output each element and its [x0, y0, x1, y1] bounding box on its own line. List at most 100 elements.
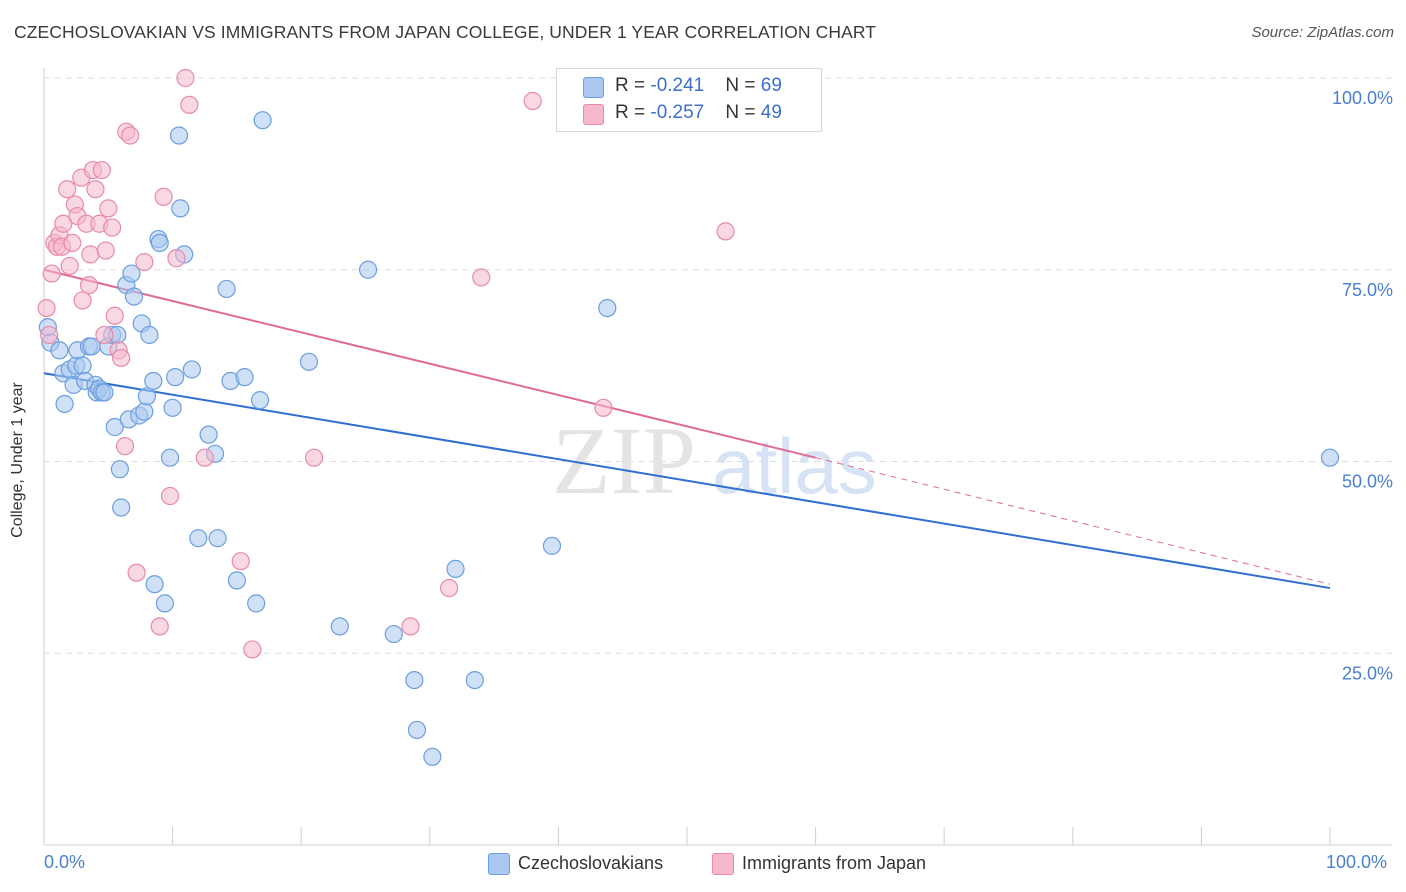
point-japan — [54, 214, 73, 233]
point-japan — [112, 348, 131, 368]
point-czechoslovakians — [140, 325, 159, 345]
point-czechoslovakians — [163, 398, 182, 417]
y-tick-label: 25.0% — [1342, 663, 1393, 683]
point-czechoslovakians — [169, 126, 189, 145]
point-japan — [160, 486, 180, 506]
r-label: R = — [615, 75, 651, 96]
legend-label: Czechoslovakians — [518, 853, 664, 873]
pink-swatch — [583, 104, 604, 125]
point-czechoslovakians — [598, 299, 617, 318]
r-label: R = — [615, 102, 651, 123]
chart-title: CZECHOSLOVAKIAN VS IMMIGRANTS FROM JAPAN… — [14, 22, 877, 42]
r-value: -0.241 — [650, 75, 705, 96]
n-label: N = — [725, 75, 761, 96]
point-czechoslovakians — [122, 264, 141, 283]
r-value: -0.257 — [650, 102, 705, 123]
x-min-label: 0.0% — [44, 852, 86, 872]
point-japan — [401, 617, 420, 636]
point-japan — [243, 640, 262, 659]
point-japan — [150, 617, 169, 636]
legend-label: Immigrants from Japan — [742, 853, 927, 873]
point-czechoslovakians — [208, 529, 227, 548]
blue-swatch — [583, 77, 604, 98]
point-japan — [176, 68, 195, 88]
watermark-zip: ZIP — [552, 407, 696, 514]
point-czechoslovakians — [465, 670, 484, 690]
point-czechoslovakians — [235, 368, 254, 387]
grid-lines — [44, 77, 1392, 654]
point-czechoslovakians — [407, 720, 427, 740]
point-czechoslovakians — [73, 356, 92, 375]
point-czechoslovakians — [250, 391, 270, 410]
watermark-atlas: atlas — [712, 422, 877, 510]
point-czechoslovakians — [446, 559, 465, 578]
point-czechoslovakians — [50, 341, 69, 360]
point-czechoslovakians — [227, 571, 246, 590]
point-japan — [154, 187, 173, 206]
point-japan — [86, 180, 105, 199]
stats-legend: R = -0.241 N = 69 R = -0.257 N = 49 — [556, 68, 822, 132]
point-japan — [231, 552, 250, 571]
point-japan — [135, 252, 154, 272]
blue-swatch — [488, 853, 510, 875]
point-japan — [58, 180, 77, 199]
point-japan — [96, 241, 115, 260]
point-japan — [304, 448, 324, 467]
trend-lines — [43, 268, 1331, 590]
point-czechoslovakians — [182, 360, 201, 379]
point-japan — [716, 222, 735, 241]
point-czechoslovakians — [358, 260, 378, 279]
point-czechoslovakians — [105, 417, 124, 437]
point-czechoslovakians — [384, 624, 403, 644]
point-japan — [103, 218, 122, 237]
point-czechoslovakians — [110, 460, 129, 479]
trend-line-japan-extension — [815, 457, 1331, 585]
point-czechoslovakians — [1320, 448, 1340, 467]
point-japan — [594, 398, 613, 417]
point-czechoslovakians — [189, 529, 208, 548]
point-japan — [40, 325, 59, 345]
y-tick-label: 50.0% — [1342, 472, 1393, 492]
point-czechoslovakians — [171, 199, 190, 218]
point-czechoslovakians — [160, 448, 180, 467]
point-japan — [472, 268, 491, 287]
point-japan — [99, 199, 118, 218]
point-czechoslovakians — [299, 352, 319, 371]
pink-swatch — [712, 853, 734, 875]
point-czechoslovakians — [150, 233, 169, 253]
point-czechoslovakians — [137, 387, 156, 406]
point-czechoslovakians — [405, 670, 424, 690]
point-czechoslovakians — [55, 394, 74, 414]
point-czechoslovakians — [112, 498, 131, 517]
point-czechoslovakians — [135, 402, 154, 421]
point-czechoslovakians — [155, 594, 174, 613]
point-japan — [95, 325, 114, 345]
trend-line-japan — [43, 268, 816, 459]
point-czechoslovakians — [199, 425, 218, 444]
y-tick-labels: 100.0% 75.0% 50.0% 25.0% — [1332, 88, 1393, 683]
point-japan — [73, 291, 92, 310]
point-japan — [523, 91, 542, 111]
y-tick-label: 100.0% — [1332, 88, 1393, 108]
point-japan — [121, 126, 140, 145]
n-label: N = — [725, 102, 761, 123]
data-points — [37, 68, 1340, 766]
point-japan — [439, 578, 459, 598]
axes — [43, 68, 1392, 846]
point-japan — [167, 249, 186, 268]
point-japan — [63, 233, 82, 253]
point-czechoslovakians — [145, 575, 164, 594]
point-czechoslovakians — [330, 617, 349, 636]
point-japan — [92, 160, 111, 180]
point-czechoslovakians — [423, 747, 442, 766]
point-czechoslovakians — [253, 111, 272, 130]
source-label: Source: ZipAtlas.com — [1251, 24, 1394, 41]
point-czechoslovakians — [166, 368, 185, 387]
point-japan — [42, 264, 61, 283]
point-japan — [127, 563, 146, 582]
n-value: 49 — [760, 102, 782, 123]
point-czechoslovakians — [144, 371, 163, 391]
y-axis-title: College, Under 1 year — [9, 382, 26, 538]
point-japan — [79, 275, 99, 295]
